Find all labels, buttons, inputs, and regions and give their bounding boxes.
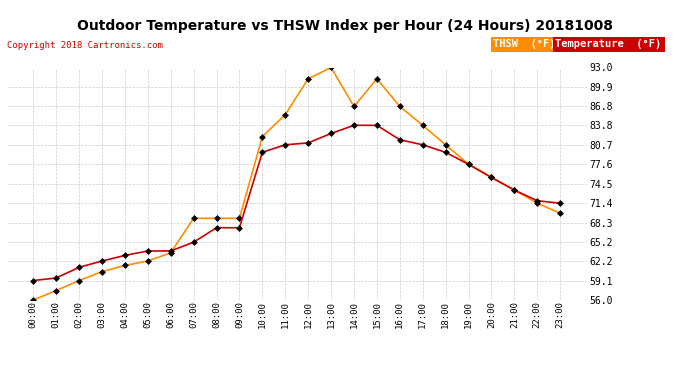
Text: Outdoor Temperature vs THSW Index per Hour (24 Hours) 20181008: Outdoor Temperature vs THSW Index per Ho… xyxy=(77,19,613,33)
Text: Copyright 2018 Cartronics.com: Copyright 2018 Cartronics.com xyxy=(7,41,163,50)
Text: Temperature  (°F): Temperature (°F) xyxy=(555,39,662,50)
Text: THSW  (°F): THSW (°F) xyxy=(493,39,556,50)
